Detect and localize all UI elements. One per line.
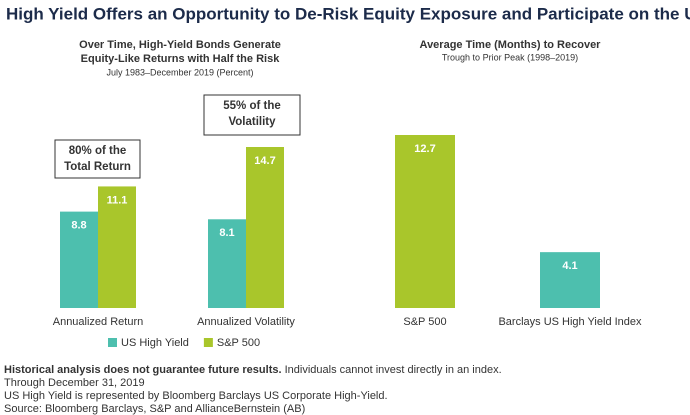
bar	[98, 186, 136, 308]
chart-subtitle: Trough to Prior Peak (1998–2019)	[442, 52, 578, 62]
page-title: High Yield Offers an Opportunity to De-R…	[6, 4, 690, 23]
bar	[540, 252, 600, 308]
footnote-bold: Historical analysis does not guarantee f…	[4, 364, 282, 376]
footnote: US High Yield is represented by Bloomber…	[4, 390, 388, 402]
chart-title: Average Time (Months) to Recover	[420, 39, 602, 51]
value-label: 12.7	[414, 143, 435, 155]
legend-swatch	[108, 338, 117, 347]
x-tick-label: Annualized Return	[53, 316, 144, 328]
legend-label: S&P 500	[217, 337, 260, 349]
value-label: 14.7	[254, 155, 275, 167]
annotation: Total Return	[64, 161, 131, 173]
annotation-box	[203, 94, 301, 136]
annotation: 80% of the	[69, 145, 127, 157]
value-label: 8.8	[71, 220, 86, 232]
footnote-text: Individuals cannot invest directly in an…	[285, 364, 502, 376]
bar	[395, 135, 455, 308]
footnote: Through December 31, 2019	[4, 377, 145, 389]
bar	[246, 147, 284, 308]
value-label: 8.1	[219, 227, 234, 239]
footnote: Historical analysis does not guarantee f…	[4, 364, 502, 376]
legend-swatch	[203, 338, 213, 347]
value-label: 4.1	[562, 260, 577, 272]
bar	[208, 219, 246, 308]
chart-subtitle: July 1983–December 2019 (Percent)	[106, 67, 253, 77]
x-tick-label: Annualized Volatility	[197, 316, 295, 328]
annotation: 55% of the	[223, 100, 281, 112]
footnote: Source: Bloomberg Barclays, S&P and Alli…	[4, 403, 305, 415]
annotation-box	[54, 139, 141, 179]
annotation: Volatility	[228, 116, 276, 128]
legend-label: US High Yield	[121, 337, 189, 349]
value-label: 11.1	[107, 194, 128, 206]
x-tick-label: Barclays US High Yield Index	[498, 316, 642, 328]
bar	[60, 211, 98, 308]
chart-title: Equity-Like Returns with Half the Risk	[81, 53, 281, 65]
chart-title: Over Time, High-Yield Bonds Generate	[79, 39, 281, 51]
x-tick-label: S&P 500	[403, 316, 446, 328]
